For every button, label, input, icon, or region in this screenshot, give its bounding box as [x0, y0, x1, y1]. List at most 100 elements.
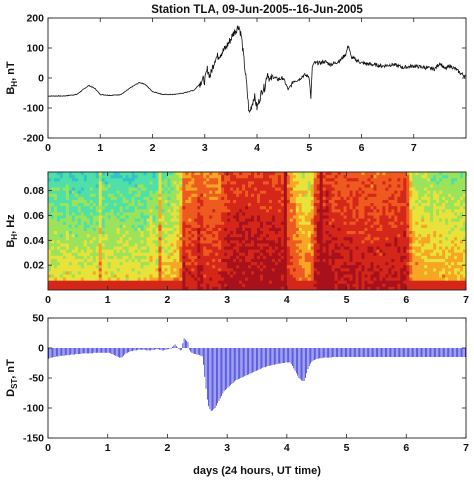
spectrogram-cell — [125, 203, 130, 207]
spectrogram-cell — [77, 274, 82, 278]
spectrogram-cell — [98, 206, 103, 210]
spectrogram-cell — [403, 283, 407, 288]
spectrogram-cell — [325, 218, 330, 223]
spectrogram-cell — [92, 234, 97, 238]
spectrogram-cell — [242, 283, 246, 288]
spectrogram-cell — [376, 175, 380, 179]
spectrogram-cell — [224, 209, 228, 213]
spectrogram-cell — [274, 227, 279, 232]
spectrogram-cell — [65, 249, 70, 254]
spectrogram-cell — [421, 218, 425, 223]
spectrogram-cell — [257, 234, 261, 238]
spectrogram-cell — [128, 181, 132, 185]
spectrogram-cell — [194, 246, 198, 251]
spectrogram-cell — [352, 231, 356, 235]
spectrogram-cell — [74, 187, 79, 192]
spectrogram-cell — [134, 193, 138, 198]
spectrogram-cell — [170, 277, 174, 282]
spectrogram-cell — [245, 240, 249, 244]
spectrogram-cell — [131, 240, 135, 244]
spectrogram-cell — [254, 227, 258, 232]
spectrogram-cell — [316, 240, 321, 244]
spectrogram-cell — [164, 234, 168, 238]
spectrogram-cell — [158, 181, 162, 185]
spectrogram-cell — [259, 218, 264, 223]
spectrogram-cell — [295, 258, 300, 263]
spectrogram-cell — [274, 206, 279, 210]
spectrogram-cell — [370, 193, 374, 198]
spectrogram-cell — [307, 206, 312, 210]
spectrogram-cell — [283, 190, 288, 195]
spectrogram-cell — [331, 240, 336, 244]
spectrogram-cell — [346, 221, 350, 226]
spectrogram-cell — [221, 240, 225, 244]
spectrogram-cell — [257, 258, 261, 263]
spectrogram-cell — [367, 212, 371, 216]
spectrogram-cell — [185, 190, 189, 195]
spectrogram-cell — [400, 218, 404, 223]
spectrogram-cell — [415, 277, 419, 282]
spectrogram-cell — [77, 215, 82, 219]
spectrogram-cell — [310, 265, 315, 269]
spectrogram-cell — [364, 178, 368, 182]
spectrogram-cell — [421, 246, 425, 251]
spectrogram-cell — [304, 234, 309, 238]
spectrogram-cell — [409, 196, 413, 201]
spectrogram-cell — [62, 187, 67, 192]
spectrogram-cell — [271, 237, 276, 241]
spectrogram-cell — [421, 243, 425, 247]
spectrogram-cell — [113, 209, 118, 213]
spectrogram-cell — [343, 175, 347, 179]
spectrogram-cell — [286, 243, 291, 247]
spectrogram-cell — [364, 277, 368, 282]
spectrogram-cell — [415, 268, 419, 272]
spectrogram-cell — [325, 206, 330, 210]
spectrogram-cell — [236, 243, 240, 247]
spectrogram-cell — [337, 255, 341, 260]
spectrogram-cell — [113, 249, 118, 254]
spectrogram-cell — [433, 249, 437, 254]
spectrogram-cell — [397, 209, 401, 213]
spectrogram-cell — [271, 280, 276, 285]
spectrogram-cell — [143, 212, 147, 216]
spectrogram-cell — [340, 227, 344, 232]
spectrogram-cell — [158, 172, 162, 176]
spectrogram-cell — [50, 199, 55, 204]
spectrogram-cell — [158, 175, 162, 179]
spectrogram-cell — [289, 277, 294, 282]
spectrogram-cell — [191, 243, 195, 247]
spectrogram-cell — [259, 231, 264, 235]
spectrogram-cell — [316, 199, 321, 204]
spectrogram-cell — [230, 181, 234, 185]
spectrogram-cell — [128, 193, 132, 198]
spectrogram-cell — [331, 178, 336, 182]
spectrogram-cell — [89, 199, 94, 204]
spectrogram-cell — [143, 187, 147, 192]
spectrogram-cell — [415, 175, 419, 179]
spectrogram-cell — [322, 237, 327, 241]
spectrogram-cell — [427, 209, 431, 213]
spectrogram-cell — [298, 271, 303, 275]
spectrogram-cell — [373, 203, 377, 207]
spectrogram-cell — [143, 206, 147, 210]
spectrogram-cell — [137, 249, 141, 254]
spectrogram-cell — [62, 196, 67, 201]
spectrogram-cell — [92, 258, 97, 263]
spectrogram-cell — [382, 240, 386, 244]
spectrogram-cell — [283, 271, 288, 275]
spectrogram-cell — [295, 215, 300, 219]
spectrogram-cell — [274, 268, 279, 272]
spectrogram-cell — [346, 196, 350, 201]
spectrogram-cell — [433, 252, 437, 257]
spectrogram-cell — [254, 221, 258, 226]
spectrogram-cell — [143, 199, 147, 204]
spectrogram-cell — [254, 277, 258, 282]
spectrogram-cell — [140, 221, 144, 226]
spectrogram-cell — [334, 221, 339, 226]
spectrogram-cell — [98, 224, 103, 229]
spectrogram-cell — [116, 187, 121, 192]
spectrogram-cell — [337, 262, 341, 266]
spectrogram-cell — [116, 246, 121, 251]
spectrogram-cell — [167, 262, 171, 266]
spectrogram-cell — [140, 280, 144, 285]
